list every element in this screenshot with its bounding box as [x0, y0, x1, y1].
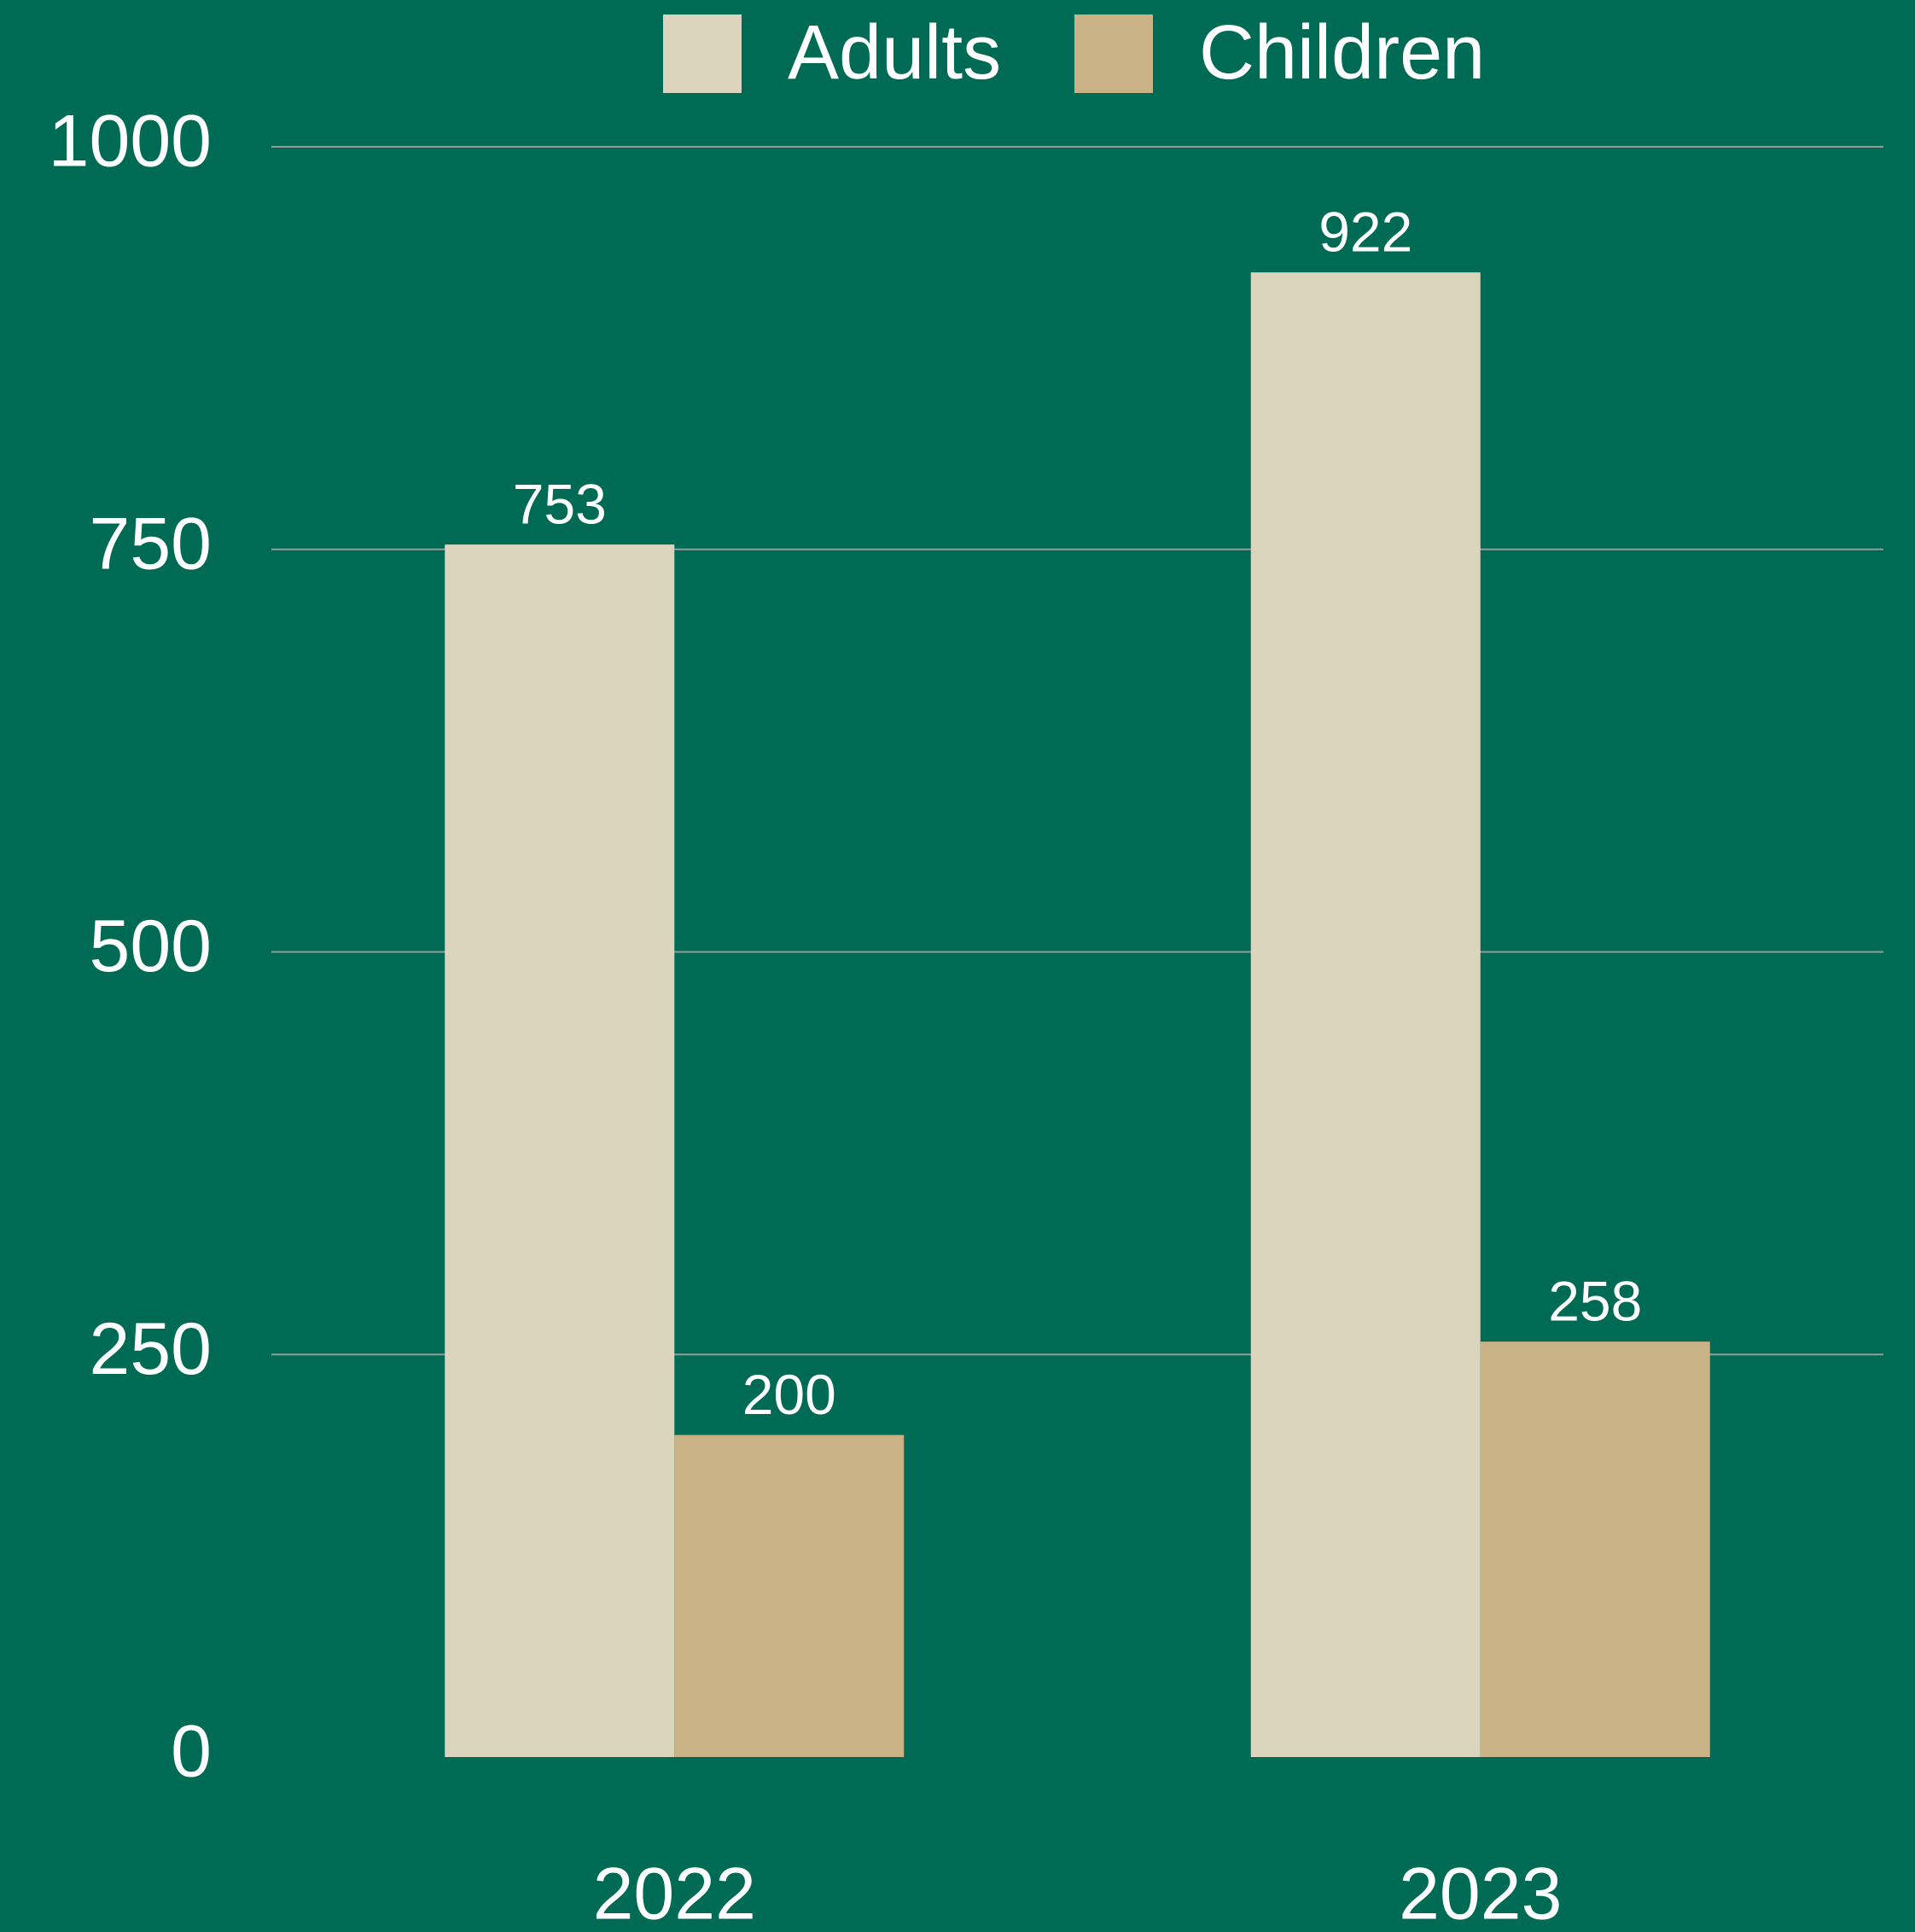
- bar: [674, 1434, 905, 1757]
- data-label: 922: [1318, 201, 1412, 264]
- data-label: 258: [1548, 1270, 1642, 1333]
- legend-swatch: [1074, 15, 1153, 93]
- legend-swatch: [663, 15, 742, 93]
- y-tick-label: 750: [90, 503, 212, 585]
- bar: [1250, 272, 1481, 1757]
- legend-label: Adults: [788, 10, 1001, 96]
- y-tick-label: 0: [171, 1711, 212, 1793]
- y-tick-label: 1000: [49, 101, 212, 183]
- bar: [1480, 1341, 1710, 1757]
- bar: [445, 544, 675, 1757]
- data-label: 753: [513, 473, 607, 536]
- data-label: 200: [742, 1363, 836, 1426]
- y-tick-label: 500: [90, 905, 212, 987]
- legend-label: Children: [1199, 10, 1485, 96]
- y-tick-label: 250: [90, 1308, 212, 1390]
- x-tick-label: 2023: [1399, 1853, 1562, 1932]
- x-tick-label: 2022: [593, 1853, 756, 1932]
